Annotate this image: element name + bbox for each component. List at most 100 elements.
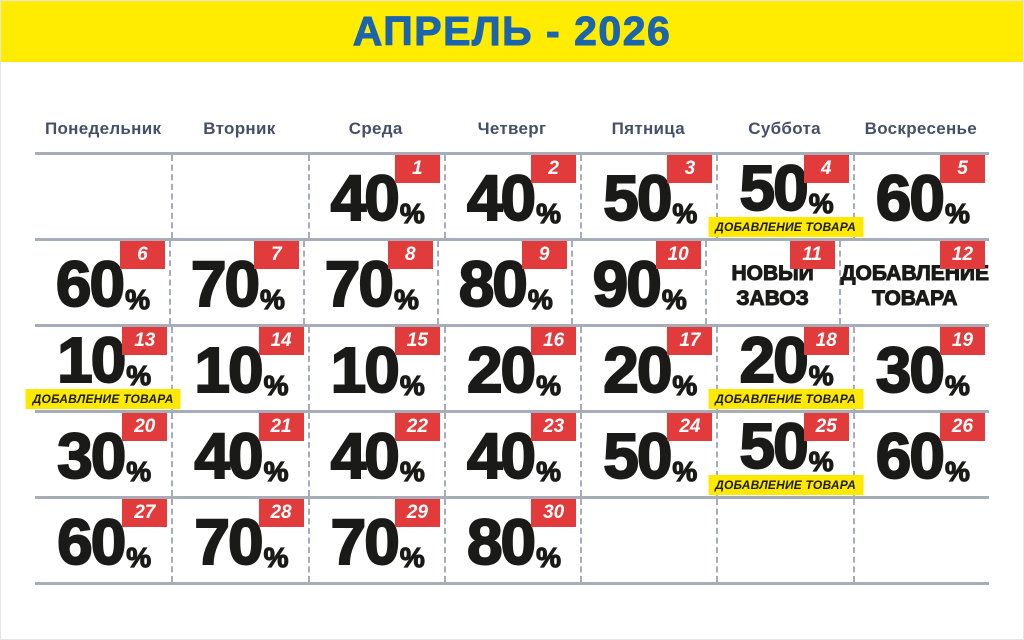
page-title: АПРЕЛЬ - 2026 (352, 8, 672, 55)
day-number-badge: 26 (940, 413, 985, 441)
discount-value: 70% (190, 251, 286, 317)
product-add-label: ДОБАВЛЕНИЕ ТОВАРА (708, 389, 864, 409)
discount-number: 40 (193, 419, 264, 492)
discount-number: 60 (56, 505, 127, 578)
percent-sign: % (399, 455, 425, 487)
discount-number: 50 (739, 409, 810, 482)
calendar-cell-day-29: 29 70% (307, 499, 444, 582)
discount-number: 10 (193, 333, 264, 406)
percent-sign: % (263, 541, 289, 573)
weekday-label: Среда (348, 119, 403, 138)
day-number-badge: 16 (531, 327, 577, 355)
calendar-cell-empty (35, 155, 171, 238)
percent-sign: % (672, 455, 698, 487)
discount-value: 60% (56, 509, 152, 575)
calendar-cell-day-11: 11 НОВЫЙ ЗАВОЗ (704, 241, 839, 324)
discount-number: 50 (739, 151, 810, 224)
calendar-cell-day-18: 18 20% ДОБАВЛЕНИЕ ТОВАРА (708, 327, 864, 410)
weekday-label: Понедельник (44, 119, 162, 138)
day-number-badge: 12 (940, 241, 985, 269)
discount-value: 50% (739, 155, 835, 221)
calendar-cell-day-10: 10 90% (570, 241, 705, 324)
day-number-badge: 19 (940, 327, 985, 355)
calendar-row: 13 10% ДОБАВЛЕНИЕ ТОВАРА 14 10% 15 10% 16 20% 17 2… (25, 327, 989, 413)
discount-number: 40 (330, 419, 401, 492)
day-number-badge: 29 (394, 499, 440, 527)
day-number-badge: 22 (394, 413, 440, 441)
discount-value: 70% (193, 509, 289, 575)
discount-number: 50 (602, 161, 673, 234)
discount-value: 80% (458, 251, 554, 317)
discount-value: 20% (466, 337, 562, 403)
percent-sign: % (263, 455, 289, 487)
calendar-cell-empty (580, 499, 716, 582)
calendar-cell-day-7: 7 70% (168, 241, 303, 324)
discount-value: 20% (739, 327, 835, 393)
calendar-cell-day-12: 12 ДОБАВЛЕНИЕ ТОВАРА (838, 241, 990, 324)
weekday-label: Пятница (611, 119, 685, 138)
calendar-cell-empty (716, 499, 852, 582)
calendar-cell-day-1: 1 40% (307, 155, 444, 238)
discount-number: 30 (56, 419, 127, 492)
weekday-label: Воскресенье (864, 119, 978, 138)
discount-number: 10 (330, 333, 401, 406)
day-number-badge: 1 (394, 155, 440, 183)
calendar-cell-day-20: 20 30% (35, 413, 171, 496)
calendar-cell-day-24: 24 50% (580, 413, 716, 496)
day-number-badge: 21 (258, 413, 304, 441)
day-number-badge: 5 (940, 155, 985, 183)
discount-value: 50% (602, 165, 698, 231)
calendar-cell-day-5: 5 60% (852, 155, 989, 238)
discount-value: 50% (739, 413, 835, 479)
day-number-badge: 11 (789, 241, 835, 269)
calendar-row: 27 60% 28 70% 29 70% 30 80% (35, 499, 989, 585)
discount-number: 20 (466, 333, 537, 406)
day-number-badge: 23 (531, 413, 577, 441)
calendar-cell-day-30: 30 80% (443, 499, 580, 582)
discount-value: 30% (56, 423, 152, 489)
percent-sign: % (126, 359, 152, 391)
calendar-cell-day-15: 15 10% (307, 327, 444, 410)
weekday-label: Четверг (477, 119, 547, 138)
day-number-badge: 8 (387, 241, 433, 269)
discount-value: 10% (330, 337, 426, 403)
percent-sign: % (944, 197, 970, 229)
calendar-cell-day-14: 14 10% (171, 327, 307, 410)
day-number-badge: 28 (258, 499, 304, 527)
discount-number: 40 (330, 161, 401, 234)
discount-number: 60 (875, 161, 946, 234)
percent-sign: % (536, 455, 562, 487)
discount-value: 70% (330, 509, 426, 575)
day-number-badge: 9 (521, 241, 567, 269)
calendar-cell-day-16: 16 20% (443, 327, 580, 410)
discount-value: 40% (466, 165, 562, 231)
day-number-badge: 3 (667, 155, 713, 183)
discount-value: 90% (592, 251, 688, 317)
weekday-label: Вторник (203, 119, 276, 138)
percent-sign: % (661, 283, 687, 315)
percent-sign: % (399, 197, 425, 229)
percent-sign: % (259, 283, 285, 315)
discount-value: 50% (602, 423, 698, 489)
percent-sign: % (808, 187, 834, 219)
day-number-badge: 2 (531, 155, 577, 183)
discount-value: 10% (193, 337, 289, 403)
day-number-badge: 4 (803, 155, 849, 183)
calendar-cell-day-8: 8 70% (302, 241, 437, 324)
discount-number: 80 (458, 247, 529, 320)
day-number-badge: 27 (122, 499, 168, 527)
percent-sign: % (536, 369, 562, 401)
percent-sign: % (808, 359, 834, 391)
cell-text-line: ТОВАРА (872, 286, 958, 310)
discount-number: 50 (602, 419, 673, 492)
day-number-badge: 6 (119, 241, 165, 269)
discount-number: 60 (55, 247, 126, 320)
percent-sign: % (944, 369, 970, 401)
percent-sign: % (126, 455, 152, 487)
calendar-cell-day-27: 27 60% (35, 499, 171, 582)
weekday-header-row: Понедельник Вторник Среда Четверг Пятница Суб… (35, 119, 989, 139)
day-number-badge: 24 (667, 413, 713, 441)
calendar-cell-empty (171, 155, 307, 238)
discount-value: 20% (602, 337, 698, 403)
discount-value: 40% (193, 423, 289, 489)
